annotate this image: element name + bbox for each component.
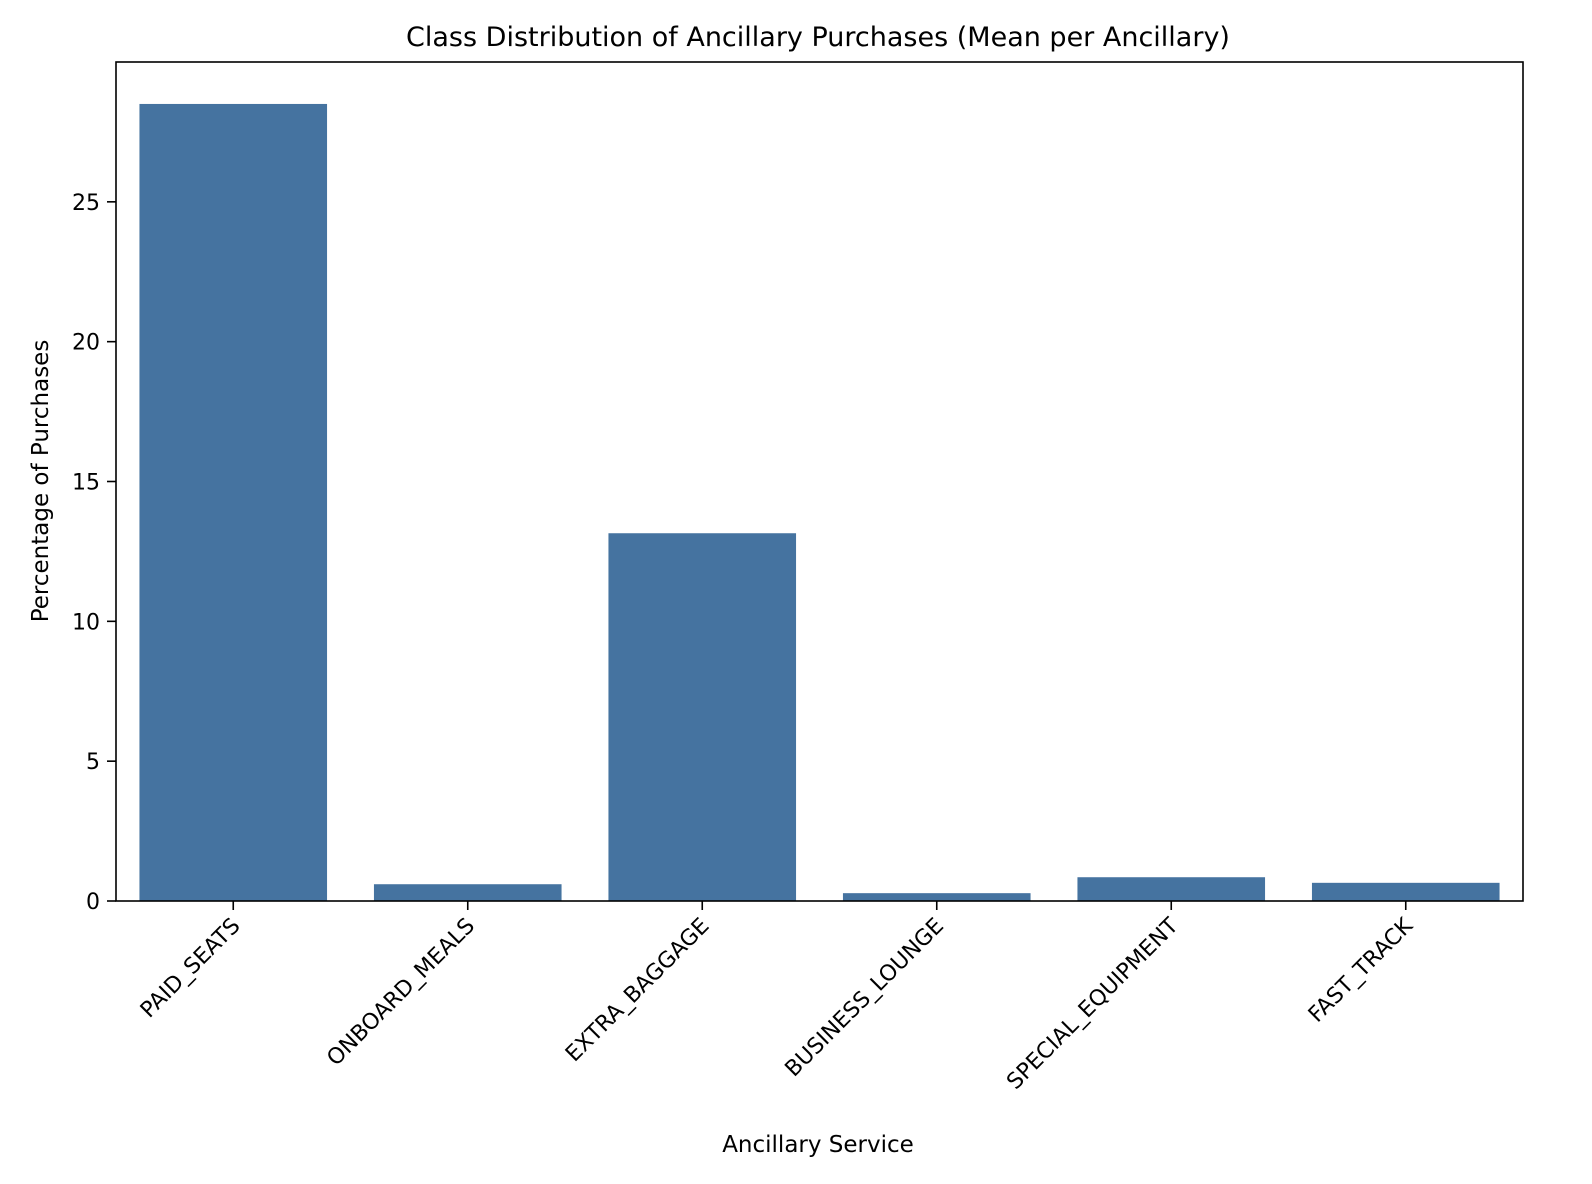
y-tick-label: 20: [72, 331, 100, 356]
x-tick-label: ONBOARD_MEALS: [322, 914, 480, 1072]
x-tick-label: PAID_SEATS: [136, 914, 246, 1024]
x-axis-label: Ancillary Service: [722, 1132, 914, 1158]
y-tick-label: 0: [86, 890, 100, 915]
y-axis-label: Percentage of Purchases: [28, 340, 54, 623]
bar-business-lounge: [842, 893, 1031, 901]
x-tick-label: BUSINESS_LOUNGE: [781, 914, 949, 1082]
bar-extra-baggage: [608, 533, 797, 901]
y-tick-label: 5: [86, 750, 100, 775]
plot-frame: [115, 61, 1524, 902]
chart-title: Class Distribution of Ancillary Purchase…: [406, 22, 1230, 53]
y-tick-label: 15: [72, 471, 100, 496]
bar-onboard-meals: [373, 884, 562, 901]
y-tick-label: 10: [72, 610, 100, 635]
x-tick-label: FAST_TRACK: [1304, 913, 1419, 1028]
y-axis: 0 5 10 15 20 25: [72, 191, 116, 915]
x-tick-label: SPECIAL_EQUIPMENT: [1002, 913, 1184, 1095]
bar-paid-seats: [139, 103, 328, 901]
x-tick-label: EXTRA_BAGGAGE: [561, 914, 714, 1067]
x-axis: PAID_SEATS ONBOARD_MEALS EXTRA_BAGGAGE BUSI…: [136, 901, 1418, 1095]
y-tick-label: 25: [72, 191, 100, 216]
bar-fast-track: [1311, 882, 1500, 901]
bar-special-equipment: [1077, 877, 1266, 901]
bars-group: [139, 103, 1500, 901]
